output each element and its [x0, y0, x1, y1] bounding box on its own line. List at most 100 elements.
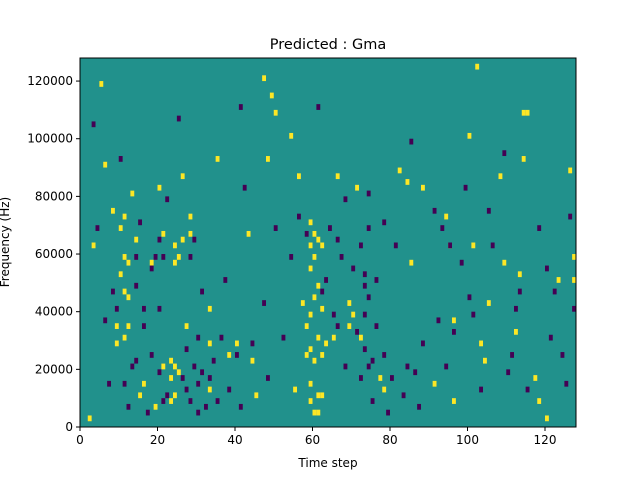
heatmap-cell-high	[355, 184, 360, 191]
y-tick-label: 20000	[35, 362, 73, 376]
heatmap-cell-low	[514, 305, 518, 312]
heatmap-cell-high	[320, 392, 325, 399]
heatmap-cell-low	[176, 115, 181, 122]
heatmap-cell-high	[521, 156, 526, 162]
heatmap-cell-low	[200, 369, 205, 376]
heatmap-cell-low	[238, 403, 243, 410]
heatmap-cell-high	[87, 415, 92, 422]
heatmap-cell-low	[114, 305, 119, 312]
heatmap-cell-high	[312, 409, 317, 416]
heatmap-cell-low	[130, 363, 135, 370]
y-tick-label: 0	[65, 420, 73, 434]
heatmap-cell-high	[382, 386, 387, 393]
heatmap-cell-low	[153, 254, 158, 260]
heatmap-cell-high	[331, 334, 336, 341]
heatmap-cell-high	[308, 219, 313, 226]
heatmap-cell-high	[122, 254, 127, 260]
heatmap-cell-low	[362, 346, 367, 353]
heatmap-cell-low	[370, 398, 375, 404]
heatmap-cell-low	[297, 213, 301, 220]
heatmap-cell-low	[192, 363, 197, 370]
heatmap-cell-low	[161, 254, 166, 260]
heatmap-cell-low	[250, 340, 255, 347]
heatmap-cell-high	[320, 242, 325, 249]
y-axis-label: Frequency (Hz)	[0, 197, 12, 288]
heatmap-cell-low	[328, 225, 332, 231]
heatmap-cell-high	[215, 156, 220, 162]
heatmap-cell-low	[359, 242, 363, 249]
heatmap-cell-low	[320, 288, 325, 295]
heatmap-cell-low	[289, 254, 294, 260]
heatmap-cell-high	[173, 392, 177, 399]
heatmap-cell-low	[122, 380, 127, 387]
heatmap-cell-low	[138, 219, 143, 226]
heatmap-cell-low	[374, 323, 379, 329]
heatmap-cell-high	[118, 225, 123, 231]
heatmap-cell-low	[343, 196, 348, 203]
heatmap-cell-high	[266, 156, 270, 162]
heatmap-cell-high	[444, 213, 449, 220]
heatmap-cell-low	[335, 236, 340, 243]
heatmap-cell-low	[215, 398, 220, 404]
x-tick-label: 20	[150, 433, 165, 447]
heatmap-cell-low	[266, 375, 270, 381]
heatmap-cell-low	[145, 409, 150, 416]
heatmap-cell-low	[324, 277, 329, 283]
heatmap-cell-low	[545, 265, 549, 272]
heatmap-cell-high	[320, 305, 325, 312]
heatmap-cell-low	[331, 311, 336, 318]
heatmap-cell-low	[161, 398, 166, 404]
heatmap-cell-low	[564, 380, 569, 387]
heatmap-cell-high	[308, 346, 313, 353]
x-tick-label: 100	[456, 433, 479, 447]
heatmap-cell-high	[173, 259, 177, 266]
heatmap-cell-high	[149, 259, 154, 266]
heatmap-cell-high	[486, 300, 491, 306]
heatmap-cell-high	[514, 328, 518, 335]
heatmap-cell-high	[502, 259, 507, 266]
heatmap-cell-high	[320, 352, 325, 358]
heatmap-cell-high	[138, 392, 143, 399]
y-tick-label: 80000	[35, 189, 73, 203]
heatmap-cell-high	[405, 179, 410, 185]
heatmap-cell-low	[262, 300, 267, 306]
heatmap-cell-high	[289, 132, 294, 139]
heatmap-cell-high	[114, 340, 119, 347]
heatmap-cell-low	[227, 386, 232, 393]
heatmap-cell-low	[405, 363, 410, 370]
heatmap-cell-high	[397, 167, 402, 174]
heatmap-cell-high	[169, 398, 174, 404]
heatmap-cell-high	[312, 230, 317, 237]
heatmap-cell-high	[316, 236, 321, 243]
heatmap-cell-high	[246, 230, 251, 237]
heatmap-cell-low	[134, 282, 139, 289]
heatmap-cell-high	[91, 242, 96, 249]
heatmap-cell-low	[149, 352, 154, 358]
heatmap-cell-low	[413, 369, 418, 376]
heatmap-cell-low	[134, 254, 139, 260]
heatmap-cell-low	[548, 334, 553, 341]
heatmap-cell-high	[347, 323, 352, 329]
heatmap-cell-high	[351, 311, 356, 318]
heatmap-cell-low	[552, 288, 557, 295]
heatmap-cell-high	[471, 242, 476, 249]
heatmap-cell-low	[165, 392, 170, 399]
heatmap-cell-low	[436, 317, 441, 324]
heatmap-cell-high	[250, 357, 255, 364]
heatmap-cell-low	[238, 104, 243, 110]
heatmap-cell-low	[204, 403, 208, 410]
heatmap-cell-low	[126, 403, 131, 410]
heatmap-cell-high	[262, 75, 267, 82]
heatmap-cell-high	[126, 323, 131, 329]
heatmap-cell-low	[359, 375, 363, 381]
heatmap-cell-high	[122, 334, 127, 341]
heatmap-cell-high	[537, 398, 542, 404]
heatmap-cell-low	[157, 305, 162, 312]
heatmap-cell-high	[207, 340, 212, 347]
heatmap-cell-low	[223, 277, 228, 283]
heatmap-cell-low	[273, 225, 278, 231]
heatmap-cell-low	[393, 242, 398, 249]
heatmap-cell-low	[366, 225, 371, 231]
heatmap-cell-high	[300, 300, 305, 306]
heatmap-cell-high	[498, 173, 503, 180]
